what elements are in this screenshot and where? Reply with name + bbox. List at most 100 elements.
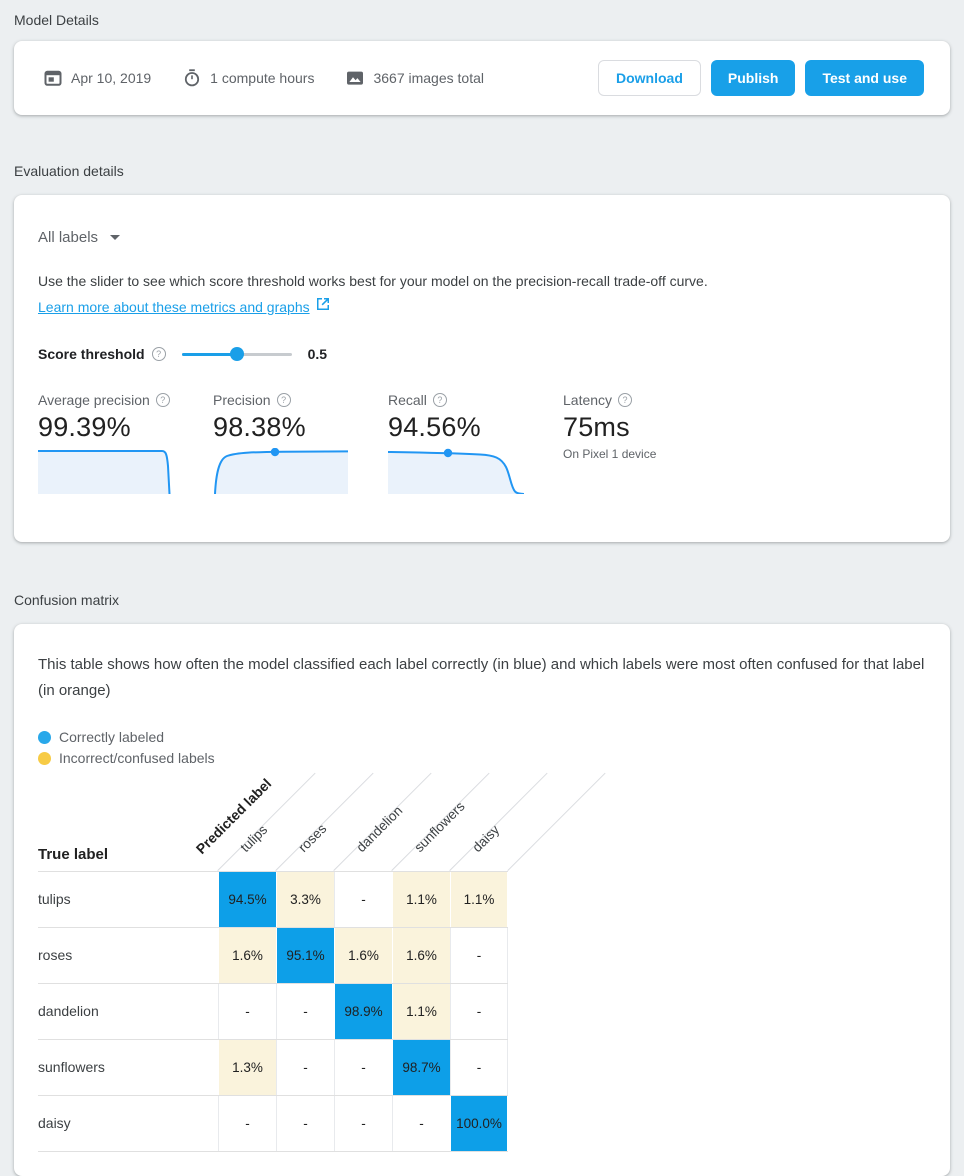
confusion-matrix-title: Confusion matrix <box>14 592 120 608</box>
images-total: 3667 images total <box>346 69 484 87</box>
confusion-matrix-card: This table shows how often the model cla… <box>14 624 950 1176</box>
chevron-down-icon <box>110 235 121 240</box>
recall-chart <box>388 448 525 494</box>
legend-label: Incorrect/confused labels <box>59 749 215 766</box>
matrix-cell: 1.1% <box>392 871 450 927</box>
matrix-cell: - <box>276 1039 334 1095</box>
table-row: dandelion - -98.9% 1.1% - <box>38 983 508 1040</box>
images-total-text: 3667 images total <box>373 70 484 86</box>
matrix-cell: 95.1% <box>276 927 334 983</box>
help-icon[interactable]: ? <box>276 393 291 407</box>
predicted-column-label: roses <box>295 820 330 855</box>
matrix-cell: - <box>392 1095 450 1151</box>
matrix-cell: - <box>450 983 508 1039</box>
metric-value: 98.38% <box>213 412 306 442</box>
help-icon[interactable]: ? <box>618 393 633 407</box>
matrix-cell: 100.0% <box>450 1095 508 1151</box>
matrix-cell: 1.1% <box>450 871 508 927</box>
matrix-cell: 1.1% <box>392 983 450 1039</box>
diagonal-divider <box>507 772 606 871</box>
metric-label: Precision <box>213 392 271 408</box>
matrix-cell: - <box>276 983 334 1039</box>
model-details-card: Apr 10, 2019 1 compute hours 3667 images… <box>14 41 950 115</box>
metric-precision: Precision ? 98.38% <box>213 392 388 494</box>
slider-fill <box>181 353 237 356</box>
table-row: roses 1.6% 95.1% 1.6% 1.6% - <box>38 927 508 984</box>
metrics-row: Average precision ? 99.39% Precision ? 9… <box>38 392 926 494</box>
true-label-header: True label <box>38 845 109 863</box>
matrix-cell: - <box>334 871 392 927</box>
slider-thumb[interactable] <box>229 347 244 361</box>
metric-recall: Recall ? 94.56% <box>388 392 563 494</box>
download-button[interactable]: Download <box>598 60 701 96</box>
metric-average-precision: Average precision ? 99.39% <box>38 392 213 494</box>
legend-dot-icon <box>38 751 51 765</box>
model-details-title: Model Details <box>14 12 99 28</box>
row-label: daisy <box>38 1115 71 1131</box>
precision-chart <box>214 448 349 494</box>
matrix-header: True label Predicted label tulips roses da… <box>38 771 926 871</box>
matrix-cell: 94.5% <box>218 871 276 927</box>
metric-value: 94.56% <box>388 412 481 442</box>
external-link-icon <box>316 297 330 316</box>
average-precision-chart <box>38 450 171 494</box>
evaluation-description: Use the slider to see which score thresh… <box>38 273 708 289</box>
publish-button[interactable]: Publish <box>710 60 796 96</box>
matrix-cell: 1.6% <box>334 927 392 983</box>
calendar-icon <box>44 69 62 87</box>
evaluation-title: Evaluation details <box>14 163 124 179</box>
matrix-cell: 98.7% <box>392 1039 450 1095</box>
predicted-column-label: tulips <box>237 821 271 855</box>
score-threshold-value: 0.5 <box>307 346 328 362</box>
action-buttons: Download Publish Test and use <box>598 60 924 96</box>
score-threshold-slider[interactable] <box>181 347 292 361</box>
row-label: tulips <box>38 891 71 907</box>
predicted-column-label: dandelion <box>353 802 406 855</box>
matrix-table: tulips 94.5% 3.3% -1.1% 1.1% roses 1.6% 95.1% 1.… <box>38 870 508 1152</box>
help-icon[interactable]: ? <box>155 393 170 407</box>
metric-label: Recall <box>388 392 427 408</box>
test-and-use-button[interactable]: Test and use <box>805 60 924 96</box>
legend-dot-icon <box>38 730 51 744</box>
matrix-cell: - <box>334 1039 392 1095</box>
learn-more-link[interactable]: Learn more about these metrics and graph… <box>38 298 310 315</box>
help-icon[interactable]: ? <box>151 347 166 361</box>
created-date-text: Apr 10, 2019 <box>71 70 152 86</box>
metric-value: 99.39% <box>38 412 131 442</box>
metric-label: Latency <box>563 392 613 408</box>
legend-item: Correctly labeled <box>38 727 926 748</box>
table-row: sunflowers 1.3% - -98.7% - <box>38 1039 508 1096</box>
diagonal-divider <box>449 772 548 871</box>
diagonal-divider <box>275 772 374 871</box>
metric-label: Average precision <box>38 392 150 408</box>
evaluation-card: All labels Use the slider to see which s… <box>14 195 950 542</box>
row-label: roses <box>38 947 73 963</box>
metric-latency: Latency ? 75ms On Pixel 1 device <box>563 392 656 494</box>
image-icon <box>346 69 364 87</box>
timer-icon <box>183 69 201 87</box>
score-threshold-label: Score threshold <box>38 346 145 362</box>
matrix-cell: - <box>450 1039 508 1095</box>
legend: Correctly labeled Incorrect/confused labe… <box>38 727 926 769</box>
labels-filter-value: All labels <box>38 229 99 246</box>
matrix-cell: 98.9% <box>334 983 392 1039</box>
created-date: Apr 10, 2019 <box>44 69 151 87</box>
matrix-cell: - <box>218 1095 276 1151</box>
table-row: daisy - - - -100.0% <box>38 1095 508 1152</box>
score-threshold-row: Score threshold ? 0.5 <box>38 346 926 362</box>
predicted-column-label: daisy <box>469 821 503 855</box>
compute-hours: 1 compute hours <box>183 69 314 87</box>
labels-filter-dropdown[interactable]: All labels <box>38 229 121 246</box>
matrix-cell: - <box>218 983 276 1039</box>
row-label: sunflowers <box>38 1059 105 1075</box>
predicted-label-header: Predicted label <box>192 774 275 857</box>
matrix-cell: - <box>450 927 508 983</box>
predicted-column-label: sunflowers <box>411 798 468 855</box>
matrix-cell: 3.3% <box>276 871 334 927</box>
legend-label: Correctly labeled <box>59 728 165 745</box>
compute-hours-text: 1 compute hours <box>210 70 315 86</box>
learn-more-row: Learn more about these metrics and graph… <box>38 297 330 316</box>
confusion-matrix-description: This table shows how often the model cla… <box>38 656 925 700</box>
help-icon[interactable]: ? <box>432 393 447 407</box>
